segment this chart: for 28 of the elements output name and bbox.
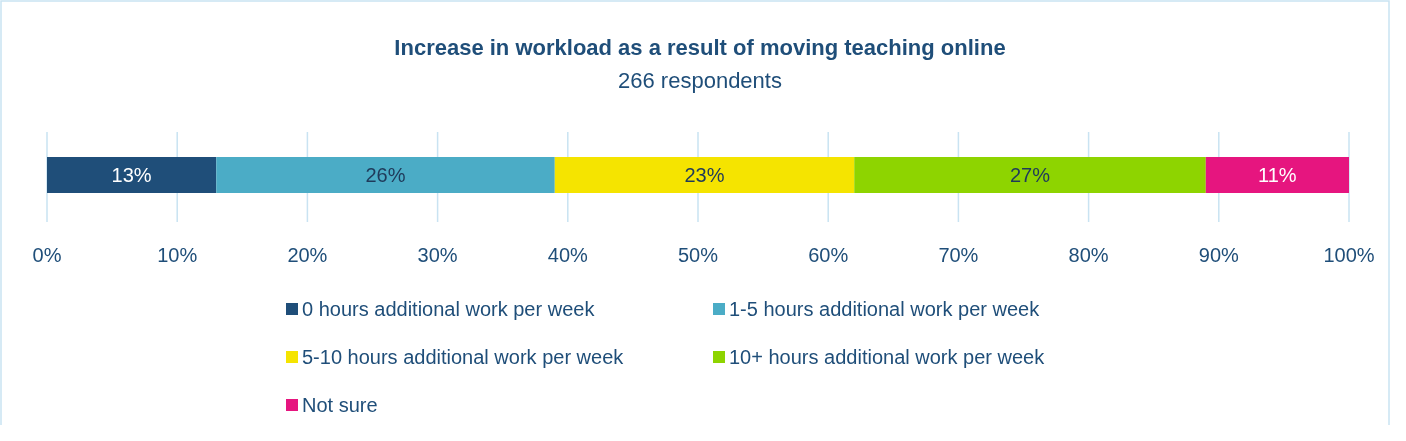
data-label: 11% (1258, 164, 1297, 186)
x-tick-label: 50% (677, 244, 719, 266)
data-label: 26% (365, 164, 406, 186)
x-tick-label: 30% (417, 244, 458, 266)
legend-label: 0 hours additional work per week (302, 298, 596, 320)
x-tick-label: 80% (1068, 244, 1109, 266)
x-tick-label: 0% (32, 244, 62, 266)
legend-label: 5-10 hours additional work per week (302, 346, 625, 368)
bar (854, 157, 1206, 193)
bar (554, 157, 855, 193)
x-tick-label: 90% (1198, 244, 1240, 266)
x-tick-label: 10% (157, 244, 198, 266)
legend-label: Not sure (302, 394, 378, 416)
bar (216, 157, 555, 193)
bar (47, 157, 217, 193)
x-tick-label: 20% (287, 244, 328, 266)
legend-label: 1-5 hours additional work per week (729, 298, 1041, 320)
x-tick-label: 40% (547, 244, 589, 266)
legend-label: 10+ hours additional work per week (729, 346, 1046, 368)
data-label: 23% (684, 164, 725, 186)
bar (1205, 157, 1349, 193)
x-tick-label: 70% (938, 244, 979, 266)
chart-title: Increase in workload as a result of moving teaching online (394, 35, 1006, 60)
x-tick-label: 100% (1323, 244, 1375, 266)
chart-subtitle: 266 respondents (618, 68, 782, 93)
data-label: 13% (111, 164, 152, 186)
data-label: 27% (1009, 164, 1051, 186)
x-tick-label: 60% (808, 244, 849, 266)
